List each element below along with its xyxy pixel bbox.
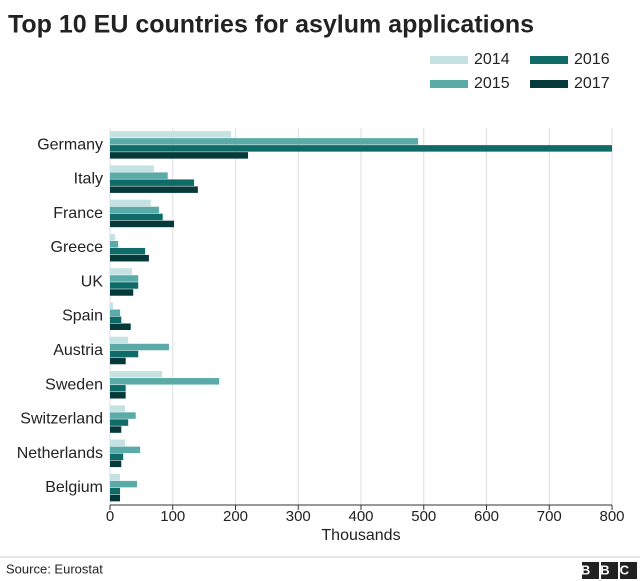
bar	[110, 439, 126, 447]
bar	[110, 336, 129, 344]
bar	[110, 480, 137, 488]
bar	[110, 419, 129, 426]
bar	[110, 371, 163, 378]
x-tick-label: 600	[474, 508, 499, 525]
x-tick-label: 200	[223, 508, 248, 525]
x-tick-label: 400	[348, 508, 373, 525]
x-tick-label: 800	[599, 508, 624, 525]
bar	[110, 206, 159, 214]
legend-label: 2015	[474, 75, 510, 92]
legend-label: 2014	[474, 51, 510, 68]
x-tick-label: 500	[411, 508, 436, 525]
y-tick-label: Italy	[74, 171, 103, 188]
y-tick-label: Germany	[37, 136, 103, 153]
bar	[110, 453, 124, 461]
logo: BBC	[581, 562, 639, 579]
bar	[110, 323, 131, 330]
logo-box	[620, 562, 637, 579]
logo-box	[601, 562, 618, 579]
x-tick-label: 0	[106, 508, 114, 525]
bar	[110, 357, 126, 365]
bar	[110, 289, 134, 296]
bar	[110, 240, 119, 248]
bar	[110, 172, 168, 179]
bar	[110, 268, 132, 275]
legend-swatch	[430, 56, 468, 64]
legend-swatch	[530, 56, 568, 64]
y-tick-label: Belgium	[45, 479, 103, 496]
legend-label: 2016	[574, 51, 610, 68]
bar	[110, 179, 195, 186]
x-tick-label: 700	[537, 508, 562, 525]
legend-label: 2017	[574, 75, 610, 92]
bar	[110, 460, 122, 468]
bar	[110, 275, 139, 282]
bar	[110, 152, 249, 159]
bar	[110, 282, 139, 289]
bar	[110, 186, 198, 193]
bar	[110, 165, 154, 172]
source: Source: Eurostat	[6, 561, 103, 576]
bar	[110, 494, 121, 502]
y-tick-label: Sweden	[45, 376, 103, 393]
bar	[110, 385, 126, 392]
chart-title: Top 10 EU countries for asylum applicati…	[8, 11, 534, 39]
bar	[110, 199, 151, 207]
bar	[110, 378, 220, 385]
bar	[110, 350, 139, 358]
legend-swatch	[430, 80, 468, 88]
bar	[110, 213, 163, 221]
y-tick-label: Netherlands	[17, 445, 103, 462]
bar	[110, 405, 126, 412]
bar	[110, 131, 232, 138]
x-axis-label: Thousands	[321, 527, 400, 544]
bar	[110, 343, 169, 351]
bar	[110, 220, 175, 228]
y-tick-label: Switzerland	[20, 411, 103, 428]
y-tick-label: France	[53, 205, 103, 222]
y-tick-label: UK	[81, 273, 104, 290]
y-tick-label: Austria	[53, 342, 103, 359]
bar	[110, 473, 121, 481]
bar	[110, 316, 122, 323]
legend-swatch	[530, 80, 568, 88]
y-tick-label: Spain	[62, 308, 103, 325]
bar	[110, 138, 419, 145]
bar	[110, 446, 141, 454]
bar	[110, 487, 121, 495]
x-tick-label: 100	[160, 508, 185, 525]
bar	[110, 254, 149, 262]
x-tick-label: 300	[286, 508, 311, 525]
bar	[110, 302, 114, 309]
bar	[110, 412, 136, 419]
bar	[110, 309, 121, 316]
bar	[110, 426, 122, 433]
bar	[110, 247, 146, 255]
bar	[110, 233, 116, 241]
bar	[110, 145, 612, 152]
logo-text: BBC	[581, 562, 639, 577]
y-tick-label: Greece	[51, 239, 104, 256]
bar	[110, 392, 126, 399]
logo-box	[582, 562, 599, 579]
